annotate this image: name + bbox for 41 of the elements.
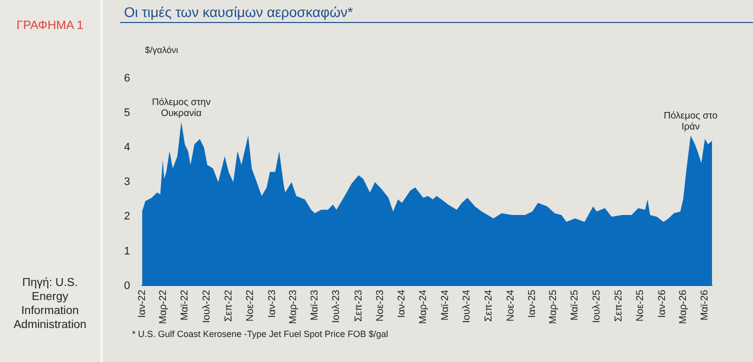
y-tick-label: 3	[124, 176, 130, 188]
x-tick-label: Ιουλ-22	[201, 289, 212, 324]
x-tick-label: Μαϊ-23	[310, 289, 321, 321]
text: Πηγή: U.S. Energy Information Administration	[12, 276, 88, 332]
x-tick-label: Μαϊ-26	[700, 289, 711, 321]
x-tick-label: Μαρ-22	[158, 289, 169, 324]
x-tick-label: Μαρ-25	[548, 289, 559, 324]
x-tick-label: Ιαν-23	[266, 289, 278, 318]
annotation: Πόλεμος στην Ουκρανία	[152, 96, 211, 119]
x-tick-label: Ιουλ-23	[331, 289, 342, 324]
x-tick-label: Ιουλ-24	[462, 289, 472, 324]
x-tick-label: Νοε-23	[375, 289, 386, 322]
x-tick-label: Ιαν-25	[526, 289, 538, 318]
y-tick-label: 6	[124, 72, 130, 85]
x-tick-label: Μαϊ-24	[440, 289, 451, 321]
x-tick-label: Σεπ-23	[353, 289, 364, 322]
y-tick-label: 2	[124, 210, 130, 223]
x-tick-label: Ιαν-22	[136, 289, 148, 318]
x-tick-label: Μαρ-24	[418, 289, 430, 324]
x-tick-label: Ιαν-26	[656, 289, 668, 318]
x-tick-label: Νοε-22	[245, 289, 256, 322]
x-tick-label: Σεπ-24	[484, 289, 495, 322]
y-tick-label: 5	[124, 107, 130, 120]
text: * U.S. Gulf Coast Kerosene -Type Jet Fuel Spot Price FOB $/gal	[132, 329, 388, 339]
x-tick-label: Ιαν-24	[396, 289, 408, 318]
x-tick-label: Σεπ-22	[223, 289, 234, 322]
x-tick-label: Σεπ-25	[613, 289, 624, 322]
x-tick-label: Νοε-25	[635, 289, 646, 322]
y-tick-label: 1	[124, 245, 130, 258]
annotation: Πόλεμος στο Ιράν	[664, 110, 718, 133]
y-tick-label: 4	[124, 142, 130, 154]
text: ΓΡΑΦΗΜΑ 1	[16, 18, 84, 32]
x-tick-label: Μαϊ-25	[570, 289, 581, 321]
y-axis-title: $/γαλόνι	[145, 45, 178, 55]
chart-title: Οι τιμές των καυσίμων αεροσκαφών*	[124, 4, 353, 20]
x-tick-label: Ιουλ-25	[591, 289, 602, 324]
x-tick-label: Μαρ-23	[288, 289, 299, 324]
x-tick-label: Μαρ-26	[678, 289, 689, 324]
x-tick-label: Νοε-24	[505, 289, 516, 322]
x-tick-label: Μαϊ-22	[180, 289, 191, 321]
y-tick-label: 0	[124, 280, 130, 292]
